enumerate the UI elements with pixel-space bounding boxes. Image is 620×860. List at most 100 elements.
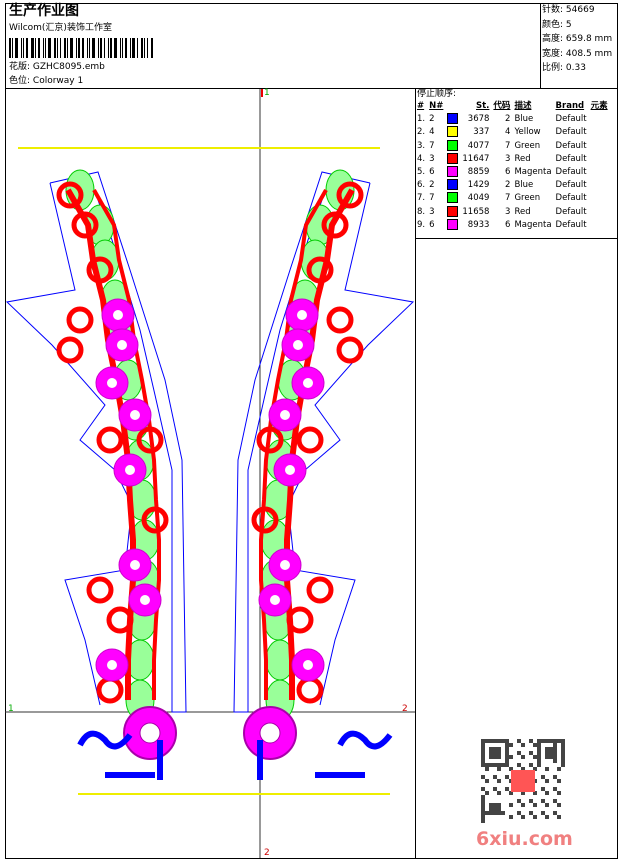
red-scroll-motif [286, 606, 314, 634]
needle-number: 7 [429, 140, 435, 151]
red-scroll-inner-left [92, 189, 161, 700]
stitch-count: 337 [473, 127, 490, 138]
design-file: 花版: GZHC8095.emb [9, 62, 105, 73]
info-value: 408.5 mm [565, 48, 613, 59]
barcode-bar [114, 38, 117, 58]
row-index: 2. [417, 127, 426, 138]
needle-number: 2 [429, 180, 435, 191]
design-label: 花版: [9, 62, 31, 72]
red-scroll-motif [256, 426, 284, 454]
barcode-bar [12, 38, 13, 58]
seal-stamp [511, 770, 535, 792]
column-header: 代码 [493, 101, 511, 112]
row-index: 4. [417, 153, 426, 164]
info-value: 0.33 [565, 63, 586, 73]
color-description: Green [514, 140, 541, 151]
info-value: 659.8 mm [565, 34, 613, 44]
stitch-count: 8859 [467, 167, 490, 178]
brand: Default [555, 180, 587, 191]
color-swatch [445, 218, 460, 232]
barcode-bar [110, 38, 112, 58]
color-code: 3 [505, 153, 511, 164]
color-swatch [445, 205, 460, 219]
color-swatch [445, 166, 460, 179]
barcode [9, 38, 154, 58]
colorway: 色位: Colorway 1 [9, 76, 83, 87]
needle-number: 3 [429, 206, 435, 217]
design-outline-right [233, 171, 371, 713]
column-header: 元素 [590, 101, 608, 112]
red-scroll-motif [66, 306, 94, 334]
red-scroll-motif [251, 506, 279, 534]
table-header: # N# St. 代码 描述 Brand 元素 [415, 100, 610, 113]
barcode-bar [54, 38, 56, 58]
page-title: 生产作业图 [9, 3, 79, 19]
barcode-bar [137, 38, 138, 58]
needle-number: 3 [429, 153, 435, 164]
row-index: 8. [417, 206, 426, 217]
stitch-count: 4077 [467, 140, 490, 151]
color-description: Blue [514, 114, 534, 125]
flower-center [293, 340, 303, 350]
flower-center [140, 595, 150, 605]
design-outline-left [49, 171, 187, 713]
barcode-bar [35, 38, 36, 58]
barcode-bar [147, 38, 148, 58]
brand: Default [555, 114, 587, 125]
flower-center [130, 410, 140, 420]
table-row: 6. 2 1429 2 Blue Default [415, 179, 610, 192]
barcode-bar [130, 38, 131, 58]
red-scroll-motif [86, 256, 114, 284]
red-scroll-motif [296, 676, 324, 704]
color-code: 7 [505, 140, 511, 151]
info-label: 针数: [542, 5, 564, 15]
barcode-bar [43, 38, 44, 58]
red-scroll-motif [336, 336, 364, 364]
column-header: N# [429, 101, 444, 112]
barcode-bar [70, 38, 73, 58]
barcode-bar [38, 38, 40, 58]
marker-bottom: 2 [264, 848, 270, 858]
barcode-bar [122, 38, 123, 58]
barcode-bar [98, 38, 99, 58]
barcode-bar [125, 38, 127, 58]
red-scroll-motif [56, 336, 84, 364]
row-index: 7. [417, 193, 426, 204]
blue-motif-left [77, 730, 163, 780]
flower-center [297, 310, 307, 320]
marker-top: 1 [264, 88, 270, 98]
table-row: 5. 6 8859 6 Magenta Default [415, 166, 610, 179]
flower-center [107, 378, 117, 388]
brand: Default [555, 140, 587, 151]
company-name: Wilcom(汇京)装饰工作室 [9, 23, 112, 33]
brand: Default [555, 219, 587, 230]
barcode-bar [104, 38, 105, 58]
sequence-table-frame [415, 88, 618, 239]
stop-sequence-table: # N# St. 代码 描述 Brand 元素 1. 2 3678 2 Blue Default 2. 4… [415, 100, 610, 232]
color-description: Magenta [514, 219, 552, 230]
flower-center [107, 660, 117, 670]
needle-number: 7 [429, 193, 435, 204]
red-scroll-motif [336, 181, 364, 209]
sequence-title: 停止顺序: [417, 89, 457, 99]
flower-center [113, 310, 123, 320]
barcode-bar [89, 38, 90, 58]
info-row: 颜色: 5 [542, 20, 572, 31]
color-description: Blue [514, 180, 534, 191]
stitch-count: 11658 [462, 206, 490, 217]
barcode-bar [64, 38, 66, 58]
design-outer-outline-right [287, 182, 415, 706]
needle-number: 4 [429, 127, 435, 138]
colorway-label: 色位: [9, 76, 31, 86]
barcode-bar [67, 38, 68, 58]
color-swatch [445, 113, 460, 126]
colorway-value: Colorway 1 [32, 76, 84, 86]
column-header: # [417, 101, 425, 112]
flower-center [303, 378, 313, 388]
brand: Default [555, 206, 587, 217]
barcode-bar [31, 38, 34, 58]
info-row: 比例: 0.33 [542, 63, 586, 74]
red-scroll-motif [321, 211, 349, 239]
color-code: 3 [505, 206, 511, 217]
brand: Default [555, 127, 587, 138]
